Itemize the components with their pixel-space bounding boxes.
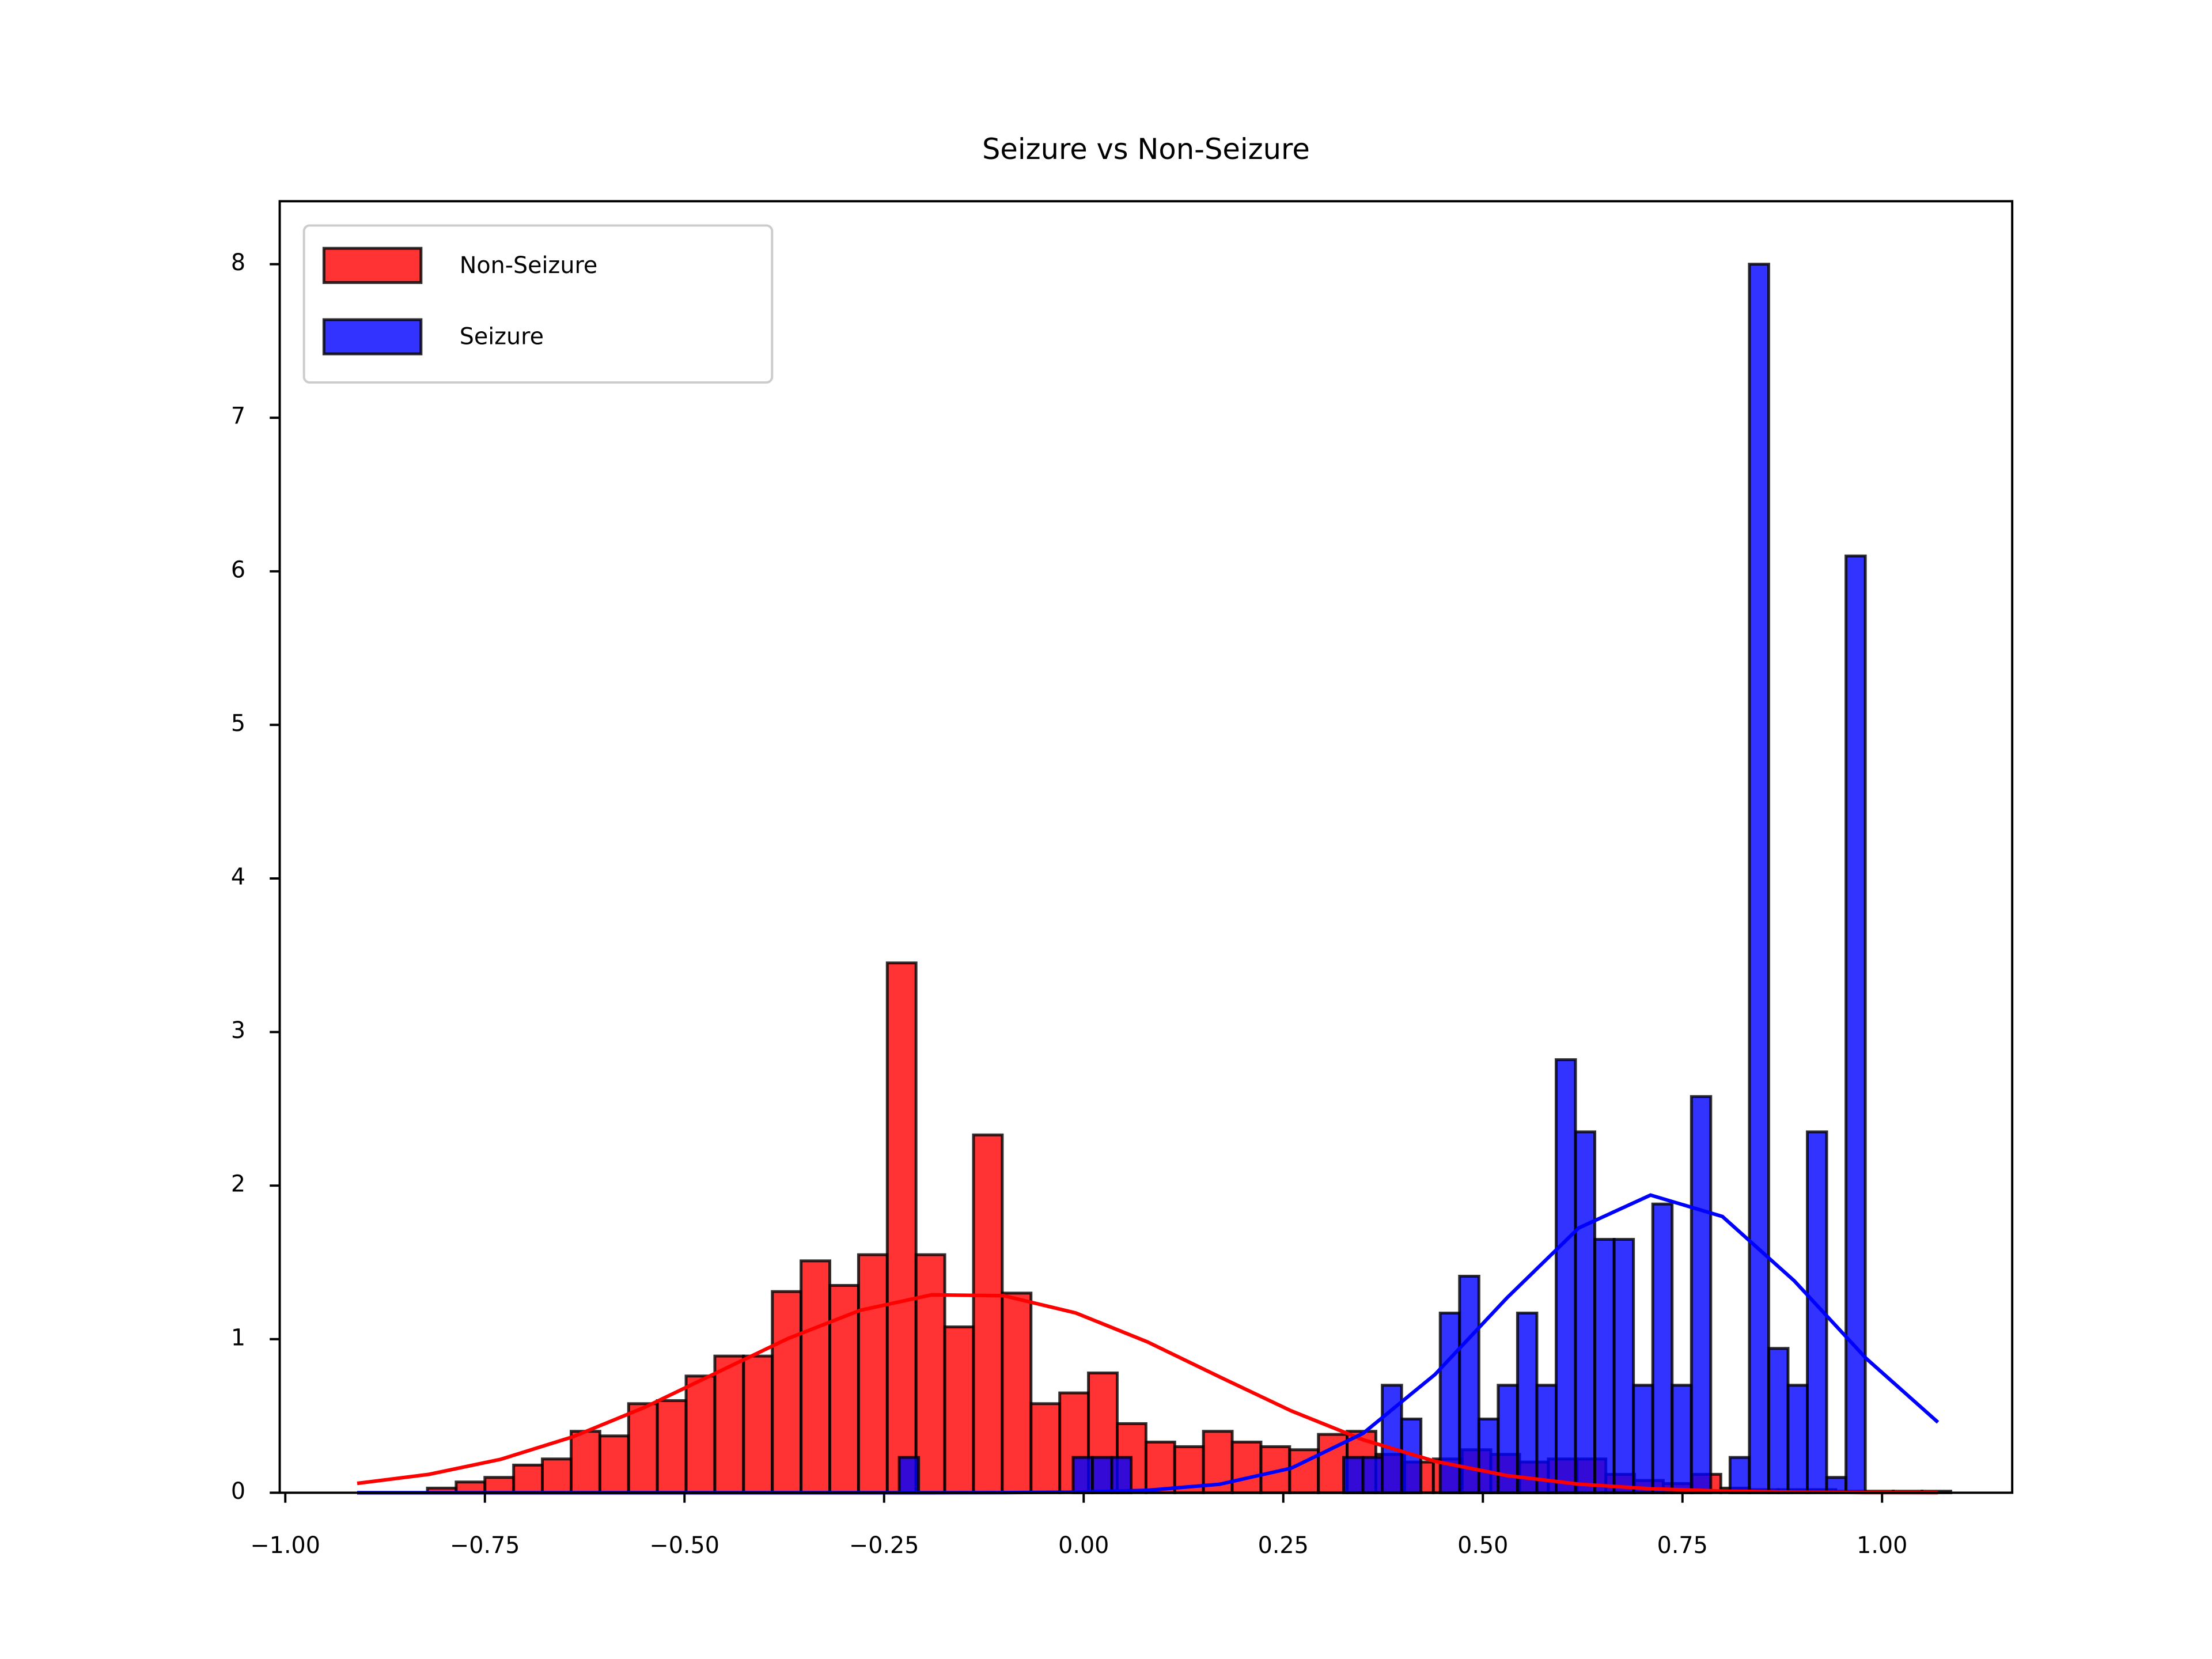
histogram-bar — [1110, 1456, 1133, 1494]
density-curve — [357, 1293, 1938, 1495]
histogram-bar — [1844, 554, 1867, 1494]
histogram-bar — [1230, 1440, 1263, 1494]
histogram-bar — [1786, 1384, 1809, 1494]
histogram-bar — [1381, 1384, 1403, 1494]
x-tick-label: −0.25 — [849, 1532, 919, 1559]
histogram-bar — [914, 1253, 946, 1494]
histogram-bar — [1535, 1384, 1558, 1494]
histogram-bar — [1767, 1347, 1790, 1494]
y-tick-label: 8 — [231, 249, 245, 276]
y-tick-label: 4 — [231, 864, 245, 891]
histogram-bar — [1029, 1402, 1062, 1494]
legend-label: Non-Seizure — [460, 252, 598, 279]
histogram-bar — [1091, 1456, 1113, 1494]
histogram-bar — [1671, 1384, 1693, 1494]
y-tick-label: 6 — [231, 556, 245, 583]
histogram-bar — [1458, 1275, 1480, 1494]
x-tick-label: 0.25 — [1258, 1532, 1309, 1559]
y-tick-label: 0 — [231, 1478, 245, 1505]
y-tick-label: 7 — [231, 403, 245, 430]
histogram-bar — [885, 961, 918, 1494]
histogram-bar — [1555, 1058, 1577, 1494]
histogram-bar — [684, 1374, 717, 1494]
histogram-bar — [627, 1402, 659, 1494]
histogram-bar — [1728, 1456, 1751, 1494]
chart-title: Seizure vs Non-Seizure — [982, 132, 1310, 166]
histogram-bar — [512, 1463, 544, 1494]
x-tick-label: 1.00 — [1857, 1532, 1907, 1559]
y-tick-label: 2 — [231, 1171, 245, 1198]
x-tick-label: −0.50 — [650, 1532, 719, 1559]
histogram-bar — [713, 1354, 745, 1494]
histogram-bar — [598, 1434, 630, 1494]
histogram-bar — [1651, 1202, 1674, 1494]
histogram-bar — [569, 1430, 601, 1494]
histogram-bar — [742, 1354, 774, 1494]
histogram-bar — [1632, 1384, 1654, 1494]
histogram-bar — [972, 1133, 1004, 1494]
histogram-bar — [1690, 1095, 1713, 1494]
x-tick-label: −0.75 — [450, 1532, 520, 1559]
histogram-bar — [541, 1457, 573, 1494]
histogram-bar — [943, 1325, 975, 1494]
y-tick-label: 1 — [231, 1324, 245, 1351]
histogram-bar — [483, 1476, 516, 1494]
x-tick-label: 0.75 — [1657, 1532, 1708, 1559]
histogram-bar — [1612, 1238, 1635, 1494]
histogram-bar — [897, 1456, 921, 1494]
x-tick-label: 0.50 — [1457, 1532, 1508, 1559]
histogram-bar — [1477, 1417, 1500, 1494]
histogram-bar — [1516, 1311, 1539, 1494]
histogram-bar — [1342, 1456, 1365, 1494]
histogram-bar — [1144, 1440, 1176, 1494]
y-tick-label: 3 — [231, 1017, 245, 1044]
histogram-bar — [656, 1399, 688, 1494]
x-tick-label: −1.00 — [251, 1532, 320, 1559]
histogram-bar — [800, 1259, 831, 1494]
histogram-bar — [1574, 1130, 1597, 1494]
legend-swatch — [322, 318, 423, 355]
histogram-bar — [1071, 1456, 1094, 1494]
histogram-bar — [1825, 1476, 1848, 1494]
histogram-bar — [771, 1290, 803, 1494]
plot-frame — [278, 200, 2014, 1494]
y-tick-label: 5 — [231, 710, 245, 737]
x-tick-label: 0.00 — [1058, 1532, 1109, 1559]
legend-swatch — [322, 247, 423, 285]
histogram-bar — [1001, 1291, 1033, 1494]
histogram-bar — [1748, 263, 1770, 1494]
histogram-bar — [1361, 1456, 1384, 1494]
histogram-bar — [1593, 1238, 1616, 1494]
legend-label: Seizure — [460, 324, 544, 350]
histogram-bar — [857, 1253, 889, 1494]
